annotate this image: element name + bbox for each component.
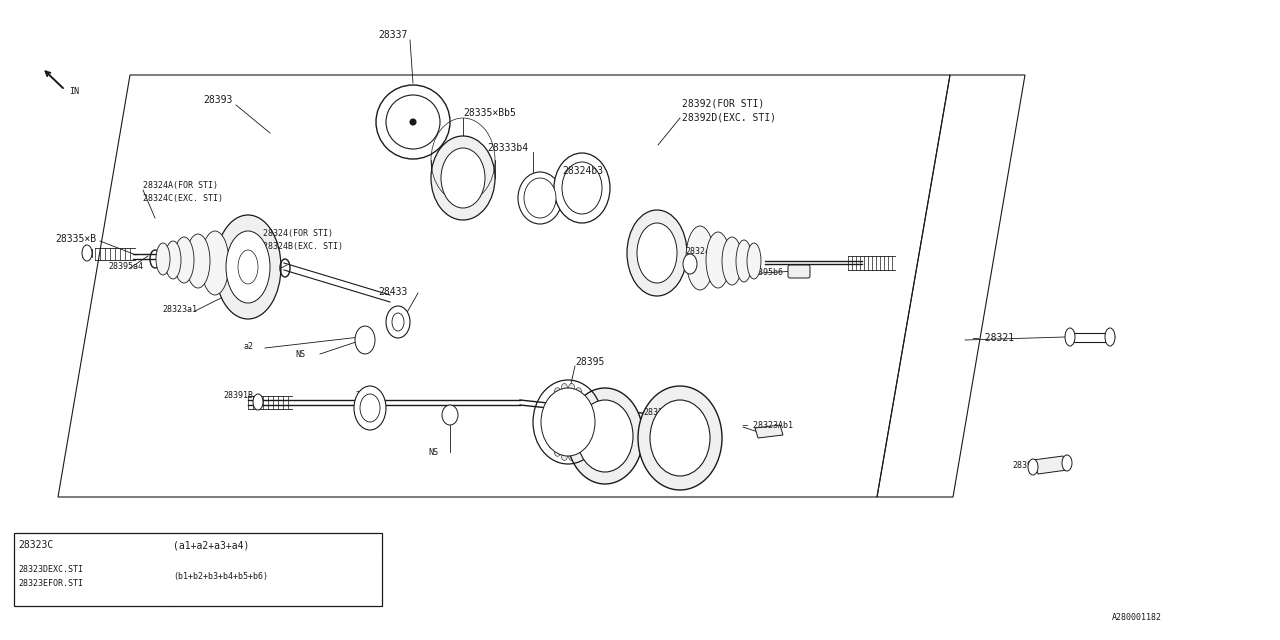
Ellipse shape [165, 241, 180, 279]
Text: 28437: 28437 [355, 390, 380, 399]
Ellipse shape [562, 383, 567, 392]
Ellipse shape [627, 210, 687, 296]
Ellipse shape [253, 394, 262, 410]
Text: a2: a2 [243, 342, 253, 351]
Ellipse shape [355, 386, 387, 430]
Ellipse shape [410, 119, 416, 125]
Ellipse shape [442, 148, 485, 208]
Ellipse shape [1062, 455, 1073, 471]
Ellipse shape [736, 240, 753, 282]
Ellipse shape [585, 430, 591, 438]
Text: 28395: 28395 [575, 357, 604, 367]
Ellipse shape [581, 396, 588, 403]
Text: 28337A: 28337A [643, 408, 673, 417]
Text: 28392D(EXC. STI): 28392D(EXC. STI) [682, 112, 776, 122]
Text: NS: NS [428, 447, 438, 456]
Text: (b1+b2+b3+b4+b5+b6): (b1+b2+b3+b4+b5+b6) [173, 573, 268, 582]
Text: 28333b4: 28333b4 [486, 143, 529, 153]
Ellipse shape [707, 232, 730, 288]
Ellipse shape [545, 430, 552, 438]
Text: 28324Ab2: 28324Ab2 [685, 246, 724, 255]
Ellipse shape [524, 178, 556, 218]
Ellipse shape [544, 418, 550, 426]
Text: 28337: 28337 [379, 30, 408, 40]
Ellipse shape [156, 243, 170, 275]
Ellipse shape [576, 388, 581, 396]
Ellipse shape [577, 400, 634, 472]
Text: IN: IN [69, 86, 79, 95]
Text: 28433: 28433 [379, 287, 408, 297]
Text: 28392(FOR STI): 28392(FOR STI) [682, 98, 764, 108]
Text: 28323EFOR.STI: 28323EFOR.STI [18, 579, 83, 589]
Text: 28323a1: 28323a1 [163, 305, 197, 314]
Ellipse shape [686, 226, 714, 290]
Ellipse shape [360, 394, 380, 422]
Ellipse shape [227, 231, 270, 303]
Ellipse shape [1065, 328, 1075, 346]
Ellipse shape [215, 215, 282, 319]
Ellipse shape [568, 383, 575, 392]
Bar [14, 533, 381, 606]
Ellipse shape [1028, 459, 1038, 475]
Ellipse shape [392, 313, 404, 331]
Text: a3: a3 [195, 273, 205, 282]
Text: (a1+a2+a3+a4): (a1+a2+a3+a4) [173, 540, 250, 550]
Text: A280001182: A280001182 [1112, 614, 1162, 623]
Text: — 28323Ab1: — 28323Ab1 [742, 420, 794, 429]
Text: 28323C: 28323C [18, 540, 54, 550]
Ellipse shape [541, 388, 595, 456]
Ellipse shape [518, 172, 562, 224]
Ellipse shape [549, 396, 556, 403]
Text: 28395a4: 28395a4 [108, 262, 143, 271]
Ellipse shape [637, 223, 677, 283]
Text: 28324A(FOR STI): 28324A(FOR STI) [143, 180, 218, 189]
Ellipse shape [355, 326, 375, 354]
Ellipse shape [554, 153, 611, 223]
Ellipse shape [387, 306, 410, 338]
Ellipse shape [545, 406, 552, 414]
Ellipse shape [586, 418, 593, 426]
Ellipse shape [186, 234, 210, 288]
Text: 28323DEXC.STI: 28323DEXC.STI [18, 566, 83, 575]
Ellipse shape [1105, 328, 1115, 346]
Ellipse shape [637, 386, 722, 490]
Ellipse shape [567, 388, 643, 484]
Ellipse shape [201, 231, 229, 295]
Ellipse shape [585, 406, 591, 414]
Text: 28324B(EXC. STI): 28324B(EXC. STI) [262, 241, 343, 250]
Ellipse shape [431, 136, 495, 220]
Ellipse shape [684, 254, 698, 274]
Polygon shape [1033, 456, 1068, 474]
Text: NS: NS [294, 349, 305, 358]
Ellipse shape [376, 85, 451, 159]
Text: 28324C(EXC. STI): 28324C(EXC. STI) [143, 193, 223, 202]
Ellipse shape [562, 452, 567, 460]
Ellipse shape [238, 250, 259, 284]
Ellipse shape [387, 95, 440, 149]
Text: 28395: 28395 [1012, 461, 1037, 470]
Ellipse shape [554, 388, 561, 396]
Text: 28335×Bb5: 28335×Bb5 [463, 108, 516, 118]
Ellipse shape [562, 162, 602, 214]
Ellipse shape [722, 237, 742, 285]
FancyBboxPatch shape [788, 265, 810, 278]
Text: 28393: 28393 [204, 95, 233, 105]
Ellipse shape [554, 448, 561, 456]
Ellipse shape [650, 400, 710, 476]
Text: 28335×B: 28335×B [55, 234, 96, 244]
Text: 28391B: 28391B [223, 390, 253, 399]
Ellipse shape [549, 440, 556, 449]
Text: 28395b6: 28395b6 [748, 268, 783, 276]
Ellipse shape [82, 245, 92, 261]
Ellipse shape [442, 405, 458, 425]
Ellipse shape [748, 243, 762, 279]
Polygon shape [755, 425, 783, 438]
Text: 28324b3: 28324b3 [562, 166, 603, 176]
Text: 28324(FOR STI): 28324(FOR STI) [262, 228, 333, 237]
Ellipse shape [576, 448, 581, 456]
Ellipse shape [581, 440, 588, 449]
Text: — 28321: — 28321 [973, 333, 1014, 343]
Ellipse shape [174, 237, 195, 283]
Ellipse shape [568, 452, 575, 460]
